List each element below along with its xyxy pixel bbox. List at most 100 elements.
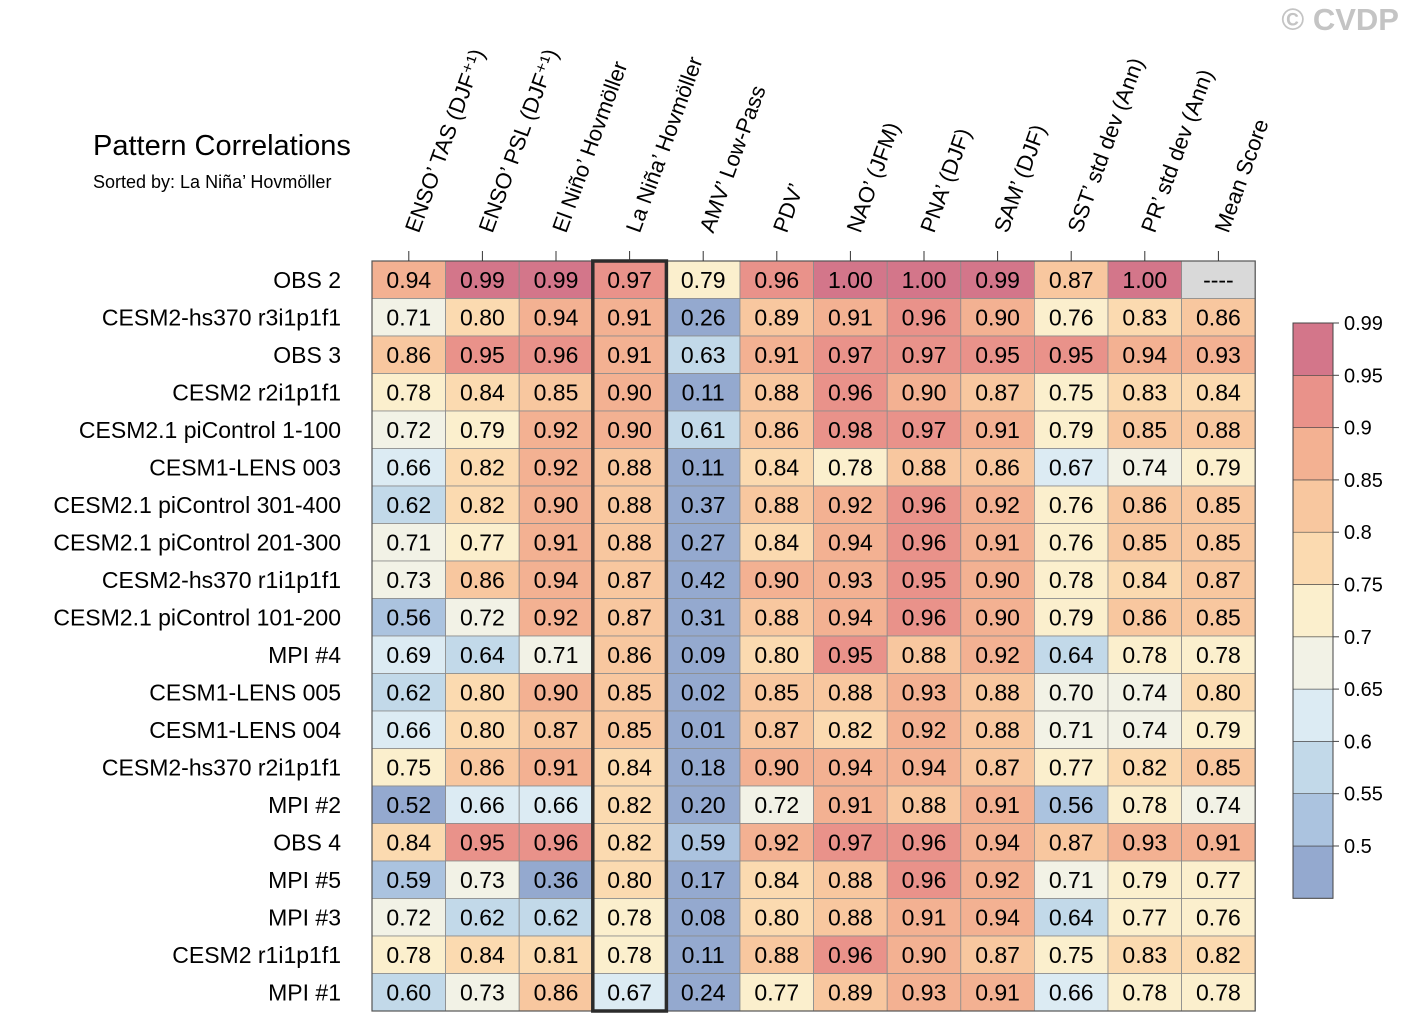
heatmap-cell xyxy=(1181,560,1256,599)
heatmap-cell xyxy=(886,748,962,787)
heatmap-cell xyxy=(518,898,594,937)
cell-value: 0.96 xyxy=(902,492,947,518)
heatmap-cell xyxy=(813,710,888,749)
heatmap-cell xyxy=(1107,673,1182,712)
colorbar-border xyxy=(1292,322,1334,899)
cell-value: 0.97 xyxy=(902,417,947,443)
cell-value: 0.90 xyxy=(902,379,947,405)
row-label: MPI #1 xyxy=(268,979,341,1005)
cell-value: 0.78 xyxy=(607,904,652,930)
heatmap-cell xyxy=(739,298,814,337)
cell-value: 0.79 xyxy=(1049,417,1094,443)
column-header: La Niña’ Hovmöller xyxy=(621,53,708,235)
heatmap-cell xyxy=(371,860,446,899)
cell-value: 0.66 xyxy=(534,792,579,818)
cell-value: 0.86 xyxy=(607,642,652,668)
cell-value: 0.83 xyxy=(1122,942,1167,968)
cell-value: 0.82 xyxy=(460,454,505,480)
cell-value: 0.56 xyxy=(1049,792,1094,818)
cell-value: 0.62 xyxy=(386,679,431,705)
colorbar-segment xyxy=(1292,741,1334,795)
heatmap-cell xyxy=(371,373,446,412)
column-header: AMV’ Low-Pass xyxy=(694,82,770,236)
cell-value: 0.91 xyxy=(607,304,652,330)
heatmap-cell xyxy=(960,710,1035,749)
cell-value: 0.85 xyxy=(607,717,652,743)
heatmap-cell xyxy=(1181,260,1256,299)
cell-value: 0.96 xyxy=(828,942,873,968)
heatmap-cell xyxy=(739,598,814,637)
heatmap-cell xyxy=(1034,335,1109,374)
column-header: SST’ std dev (Ann) xyxy=(1062,54,1148,235)
cell-value: 0.64 xyxy=(460,642,505,668)
cell-value: 0.78 xyxy=(1122,642,1167,668)
heatmap-cell xyxy=(445,598,520,637)
cell-value: 0.95 xyxy=(828,642,873,668)
cell-value: 0.82 xyxy=(607,829,652,855)
cell-value: 0.66 xyxy=(386,717,431,743)
heatmap-cell xyxy=(739,635,814,674)
cell-value: 0.88 xyxy=(1196,417,1241,443)
cell-value: 0.85 xyxy=(1196,604,1241,630)
cell-value: 0.67 xyxy=(607,979,652,1005)
cell-value: 0.95 xyxy=(1049,342,1094,368)
heatmap-cell xyxy=(960,785,1035,824)
cell-value: 0.63 xyxy=(681,342,726,368)
cell-value: 0.91 xyxy=(1196,829,1241,855)
cell-value: 0.88 xyxy=(607,454,652,480)
cell-value: 0.94 xyxy=(534,567,579,593)
heatmap-cell xyxy=(739,673,814,712)
heatmap-cell xyxy=(739,710,814,749)
heatmap-cell xyxy=(371,560,446,599)
heatmap-cell xyxy=(371,448,446,487)
cell-value: 0.94 xyxy=(975,904,1020,930)
cell-value: 0.36 xyxy=(534,867,579,893)
cell-value: 0.89 xyxy=(828,979,873,1005)
cell-value: 0.72 xyxy=(754,792,799,818)
cell-value: 0.77 xyxy=(754,979,799,1005)
heatmap-cell xyxy=(1181,748,1256,787)
cell-value: 0.85 xyxy=(1122,529,1167,555)
cell-value: 0.87 xyxy=(975,754,1020,780)
cell-value: 0.92 xyxy=(754,829,799,855)
heatmap-cell xyxy=(1107,785,1182,824)
cell-value: 0.88 xyxy=(754,604,799,630)
cell-value: 0.88 xyxy=(975,717,1020,743)
cell-value: 0.97 xyxy=(828,342,873,368)
cell-value: 0.90 xyxy=(902,942,947,968)
cell-value: 0.93 xyxy=(902,679,947,705)
heatmap-cell xyxy=(592,860,667,899)
heatmap-cell xyxy=(518,373,594,412)
heatmap-cell xyxy=(592,410,667,449)
cell-value: 0.86 xyxy=(386,342,431,368)
cell-value: 0.73 xyxy=(460,867,505,893)
colorbar-tick-label: 0.65 xyxy=(1344,679,1383,701)
row-label: MPI #3 xyxy=(268,904,341,930)
cell-value: 0.31 xyxy=(681,604,726,630)
cell-value: 0.86 xyxy=(1122,492,1167,518)
heatmap-cell xyxy=(1034,373,1109,412)
cell-value: 0.76 xyxy=(1049,492,1094,518)
heatmap-cell xyxy=(886,560,962,599)
colorbar-tick-label: 0.7 xyxy=(1344,627,1372,649)
cell-value: 0.64 xyxy=(1049,642,1094,668)
cell-value: 0.92 xyxy=(975,492,1020,518)
heatmap-cell xyxy=(886,785,962,824)
cell-value: 0.92 xyxy=(975,642,1020,668)
colorbar-tick-label: 0.75 xyxy=(1344,575,1383,597)
cell-value: 0.88 xyxy=(902,454,947,480)
row-label: CESM2-hs370 r3i1p1f1 xyxy=(102,304,341,330)
colorbar-tick-label: 0.99 xyxy=(1344,313,1383,335)
heatmap-cell xyxy=(445,860,520,899)
heatmap-cell xyxy=(518,673,594,712)
heatmap-cell xyxy=(960,898,1035,937)
heatmap-cell xyxy=(960,673,1035,712)
heatmap-cell xyxy=(666,410,741,449)
cell-value: 0.92 xyxy=(975,867,1020,893)
heatmap-cell xyxy=(739,748,814,787)
colorbar-segment xyxy=(1292,322,1334,376)
heatmap-cell xyxy=(886,448,962,487)
heatmap-cell xyxy=(1107,935,1182,974)
cell-value: 0.86 xyxy=(460,567,505,593)
cell-value: 0.88 xyxy=(754,942,799,968)
